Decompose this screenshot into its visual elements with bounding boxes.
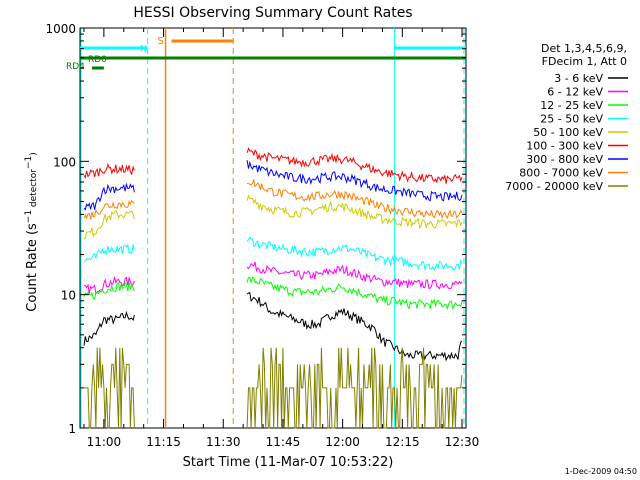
- series-800-7000-kev: [83, 178, 463, 220]
- series-line: [246, 236, 463, 272]
- legend-entry-label: 800 - 7000 keV: [519, 167, 603, 180]
- saa-flag-label: S: [158, 36, 164, 47]
- legend-entry-label: 3 - 6 keV: [554, 72, 603, 85]
- series-25-50-kev: [83, 236, 463, 272]
- series-3-6-kev: [83, 291, 463, 362]
- series-line: [246, 194, 463, 229]
- series-12-25-kev: [83, 276, 463, 311]
- legend-entry-label: 25 - 50 keV: [540, 113, 603, 126]
- legend-entry-label: 100 - 300 keV: [526, 140, 603, 153]
- x-tick-label: 12:30: [445, 435, 480, 449]
- series-layer: [83, 147, 463, 429]
- series-300-800-kev: [83, 160, 463, 211]
- legend-header-line: Det 1,3,4,5,6,9,: [541, 42, 627, 55]
- y-tick-label: 100: [53, 155, 76, 169]
- plot-frame: [79, 27, 467, 429]
- series-line: [83, 275, 135, 295]
- series-line: [83, 209, 135, 240]
- chart-title: HESSI Observing Summary Count Rates: [133, 5, 412, 21]
- series-100-300-kev: [83, 147, 463, 184]
- series-line: [247, 178, 463, 220]
- x-axis-label: Start Time (11-Mar-07 10:53:22): [183, 455, 394, 470]
- legend-entry-label: 6 - 12 keV: [547, 86, 603, 99]
- series-line: [83, 243, 135, 263]
- series-line: [246, 261, 463, 290]
- series-line: [83, 199, 135, 220]
- svg-text:Count Rate (s−1 detector−1): Count Rate (s−1 detector−1): [24, 152, 40, 311]
- y-tick-label: 1000: [45, 22, 76, 36]
- rd0-flag-label: RD0: [88, 55, 107, 65]
- series-line: [83, 162, 135, 179]
- legend-header-line: FDecim 1, Att 0: [542, 55, 627, 68]
- legend: Det 1,3,4,5,6,9,FDecim 1, Att 0 3 - 6 keV…: [505, 42, 628, 193]
- rd4-flag-label: RD4: [66, 62, 85, 72]
- x-tick-label: 11:00: [87, 435, 122, 449]
- series-line: [246, 291, 463, 362]
- series-line: [83, 282, 135, 301]
- x-tick-label: 12:00: [325, 435, 360, 449]
- night-flag-label: N: [140, 44, 147, 55]
- x-tick-label: 11:45: [266, 435, 301, 449]
- axis-layer: 11:00 11:15 11:30 11:45 12:00 12:15 12:30 1 10 10…: [45, 22, 479, 449]
- y-axis-label: Count Rate (s−1 detector−1): [24, 152, 40, 311]
- series-line: [246, 276, 463, 311]
- legend-entry-label: 50 - 100 keV: [533, 126, 603, 139]
- series-50-100-kev: [83, 194, 463, 240]
- y-tick-label: 10: [61, 289, 76, 303]
- series-line: [84, 347, 135, 429]
- legend-entry-label: 12 - 25 keV: [540, 99, 603, 112]
- series-line: [246, 147, 463, 184]
- series-line: [246, 160, 463, 202]
- series-7000-20000-kev: [84, 347, 463, 429]
- legend-entry-label: 300 - 800 keV: [526, 153, 603, 166]
- series-line: [83, 310, 135, 346]
- footer-date: 1-Dec-2009 04:50: [565, 467, 637, 476]
- legend-entry-label: 7000 - 20000 keV: [505, 180, 603, 193]
- series-6-12-kev: [83, 261, 463, 295]
- x-tick-label: 12:15: [385, 435, 420, 449]
- series-line: [83, 182, 135, 211]
- x-tick-label: 11:30: [206, 435, 241, 449]
- series-line: [246, 347, 463, 429]
- y-tick-label: 1: [68, 422, 76, 436]
- x-tick-label: 11:15: [146, 435, 181, 449]
